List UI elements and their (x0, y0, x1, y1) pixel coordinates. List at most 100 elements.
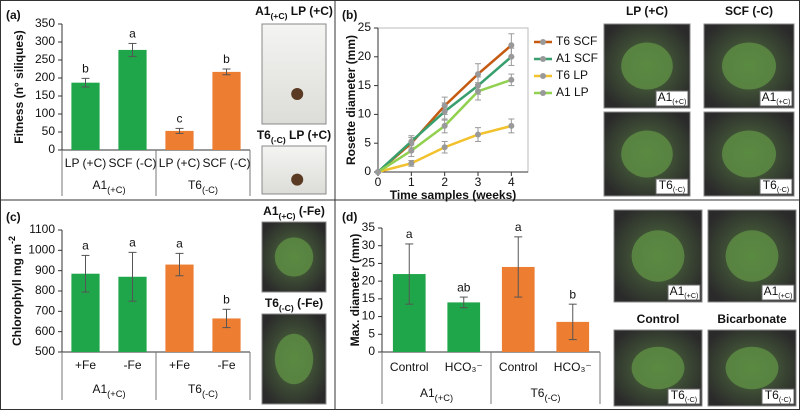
text-part: Control (637, 312, 680, 326)
photo (261, 145, 327, 195)
photo-caption: A1(+C) (-Fe) (263, 204, 325, 221)
point (475, 88, 481, 95)
photo-caption: T6(-C) (-Fe) (265, 296, 323, 313)
y-tick-label: 25 (358, 20, 372, 34)
significance-letter: b (82, 62, 89, 76)
photo-label: T6(-C) (765, 388, 791, 404)
text-part: LP (+C) (287, 4, 332, 18)
text-part: A1 (92, 382, 107, 396)
point (441, 108, 448, 115)
text-part: LP (+C) (626, 4, 668, 18)
plant (631, 346, 685, 390)
photo-caption: T6(-C) LP (+C) (257, 128, 331, 145)
y-tick-label: 350 (35, 16, 55, 30)
y-tick-label: 15 (358, 78, 372, 92)
photo-label: A1(+C) (762, 90, 791, 106)
point (375, 169, 381, 175)
y-tick-label: 0 (364, 164, 371, 178)
point (475, 82, 481, 89)
group-label: A1(+C) (92, 382, 125, 399)
photo-label: T6(-C) (671, 388, 697, 404)
subscript: (-C) (202, 389, 218, 399)
photo-label: A1(+C) (670, 284, 699, 300)
y-axis-label: Chlorophyll mg m-2 (7, 236, 24, 346)
coin (291, 173, 304, 186)
subscript: (+C) (270, 11, 287, 21)
point (408, 138, 415, 145)
photo-caption: A1(+C) LP (+C) (255, 4, 333, 21)
subscript: (-C) (271, 135, 286, 145)
photo-label: A1(+C) (658, 90, 687, 106)
x-tick-label: 3 (475, 175, 482, 189)
plant (631, 230, 685, 282)
point (508, 76, 515, 83)
subscript: (-C) (779, 395, 791, 404)
text-part: T6 (659, 178, 673, 192)
point (508, 53, 515, 60)
text-part: A1 (762, 90, 777, 104)
photo-label-box (759, 90, 793, 107)
significance-letter: a (129, 236, 136, 250)
photo-label-box (655, 178, 689, 195)
photo-label-box (761, 388, 795, 405)
subscript: (+C) (435, 393, 453, 403)
point (475, 131, 481, 138)
text-part: T6 (257, 128, 271, 142)
point (441, 122, 448, 129)
x-tick-label: +Fe (75, 358, 96, 372)
bar (447, 302, 481, 352)
legend-marker (540, 90, 546, 96)
significance-letter: a (176, 237, 183, 251)
y-tick-label: 0 (48, 142, 55, 156)
text-part: T6 (530, 386, 544, 400)
point (508, 122, 515, 129)
group-label: A1(+C) (92, 178, 125, 195)
y-tick-label: 200 (35, 70, 55, 84)
x-tick-label: 0 (375, 175, 382, 189)
y-tick-label: 250 (35, 52, 55, 66)
x-tick-label: LP (+C) (65, 156, 106, 170)
photo-label: A1(+C) (764, 284, 793, 300)
plant (274, 237, 314, 277)
text-part: A1 (255, 4, 271, 18)
photo-label: T6(-C) (659, 178, 685, 194)
y-axis-label: Fitness (n° siliques) (12, 30, 26, 143)
y-tick-label: 700 (35, 304, 55, 318)
legend-marker (540, 39, 546, 45)
text-part: T6 (763, 178, 777, 192)
group-label: A1(+C) (420, 386, 453, 403)
text-part: LP (+C) (286, 128, 331, 142)
x-tick-label: Control (499, 360, 538, 374)
significance-letter: ab (457, 280, 471, 294)
panel-label: (c) (6, 210, 21, 224)
group-label: T6(-C) (188, 178, 218, 195)
photo-caption: LP (+C) (626, 4, 668, 18)
photo-caption: Bicarbonate (717, 312, 787, 326)
legend-label: A1 SCF (556, 51, 598, 65)
legend-label: A1 LP (556, 85, 589, 99)
text-part: Bicarbonate (717, 312, 787, 326)
text-part: (-Fe) (294, 296, 323, 310)
bar (118, 49, 147, 150)
x-tick-label: HCO₃⁻ (554, 360, 592, 374)
bar (165, 264, 194, 352)
x-tick-label: LP (+C) (159, 156, 200, 170)
y-tick-label: 20 (362, 273, 376, 287)
x-tick-label: HCO₃⁻ (445, 360, 483, 374)
group-label: T6(-C) (188, 382, 218, 399)
photo-label-box (761, 284, 795, 301)
text-part: A1 (670, 284, 685, 298)
x-tick-label: 2 (441, 175, 448, 189)
y-tick-label: 1100 (29, 222, 55, 236)
y-tick-label: 300 (35, 34, 55, 48)
text-part: Chlorophyll mg m (10, 244, 24, 346)
panel-label: (b) (342, 8, 357, 22)
y-tick-label: 5 (364, 135, 371, 149)
text-part: A1 (658, 90, 673, 104)
point (475, 71, 481, 78)
significance-letter: c (177, 112, 183, 126)
photo-caption: SCF (-C) (725, 4, 773, 18)
subscript: (+C) (279, 211, 296, 221)
point (508, 42, 515, 49)
plant (274, 333, 314, 385)
